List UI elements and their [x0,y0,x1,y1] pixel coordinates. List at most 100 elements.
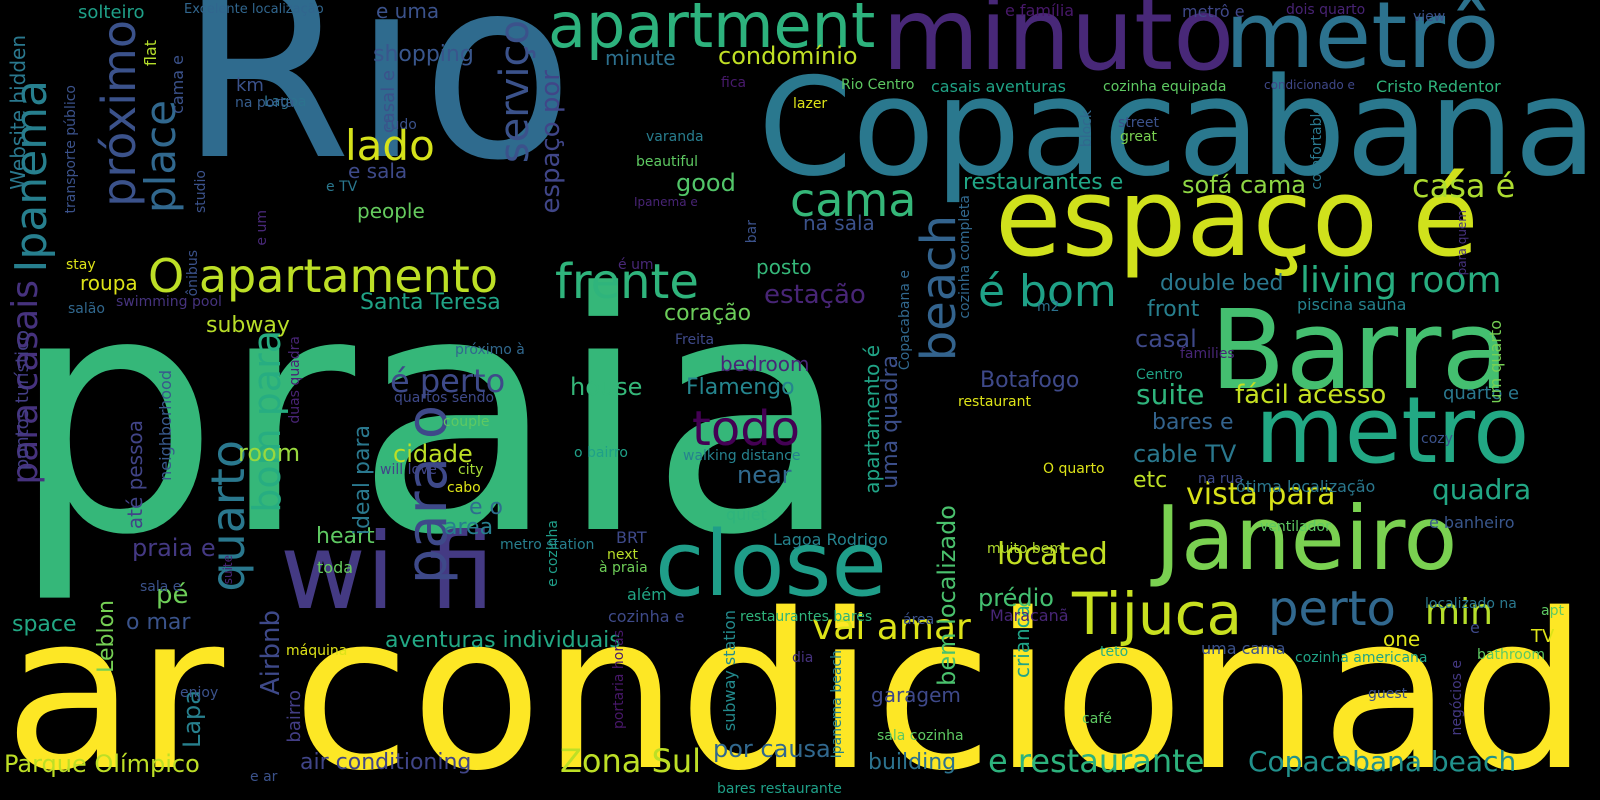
cloud-word: quartos sendo [394,390,495,406]
cloud-word: sala cozinha [877,728,964,744]
cloud-word: é um [618,257,654,273]
cloud-word: beautiful [636,154,699,170]
cloud-word: metro station [500,537,595,553]
cloud-word: casais aventuras [931,77,1066,96]
cloud-word: é bom [978,266,1117,317]
cloud-word: suite [221,555,235,585]
cloud-word: apartamento é [860,345,884,494]
cloud-word: Tijuca [1072,580,1243,648]
cloud-word: minute [605,46,676,70]
cloud-word: praia [10,223,852,607]
cloud-word: varanda [646,129,704,145]
cloud-word: casal e [378,70,399,134]
cloud-word: ótima localização [1236,477,1376,496]
cloud-word: máquina [286,643,348,659]
cloud-word: Janeiro [1155,487,1458,590]
cloud-word: teto [1100,644,1129,660]
cloud-word: cama [790,173,917,227]
cloud-word: enjoy [180,685,219,701]
cloud-word: near [737,461,792,489]
cloud-word: O apartamento [148,249,498,303]
cloud-word: Copacabana [758,49,1597,206]
cloud-word: studio [193,170,209,213]
cloud-word: subway [206,313,290,338]
cloud-word: wi fi [280,511,495,633]
cloud-word: Barra [1210,286,1509,414]
cloud-word: perto [1268,581,1396,637]
cloud-word: cozinha e [608,607,685,626]
cloud-word: Flamengo [686,375,795,400]
cloud-word: bem localizado [933,505,961,686]
cloud-word: Maracanã [990,606,1069,625]
cloud-word: swimming pool [116,294,222,310]
cloud-word: piscina sauna [1297,295,1407,314]
cloud-word: e cozinha [545,520,561,587]
cloud-word: restaurantes e [963,170,1124,195]
cloud-word: restaurant [958,394,1031,410]
cloud-word: dois quarto [1286,2,1366,18]
cloud-word: próximo à [455,342,525,358]
cloud-word: Rio Centro [841,77,915,93]
cloud-word: flat [141,40,160,67]
cloud-word: solteiro [78,2,145,23]
cloud-word: city [458,462,484,478]
cloud-word: guest [1368,686,1408,702]
cloud-word: bar [744,220,760,244]
cloud-word: todo [692,401,801,457]
cloud-word: Zona Sul [560,742,702,780]
cloud-word: cidade [393,440,473,468]
cloud-word: room [238,439,301,467]
cloud-word: toda [317,558,354,577]
cloud-word: located [997,537,1108,572]
cloud-word: O quarto [1043,461,1105,477]
cloud-word: coração [664,301,752,326]
cloud-word: Rio [178,0,575,215]
cloud-word: um quarto [1486,320,1505,404]
cloud-word: block [1079,110,1095,148]
cloud-word: Lagoa Rodrigo [773,530,888,549]
cloud-word: na porta [235,95,295,111]
cloud-word: cozinha completa [957,195,973,319]
cloud-word: café [1082,711,1112,727]
cloud-word: close [655,512,887,617]
cloud-word: Leblon [94,600,119,673]
cloud-word: para quem [1455,210,1469,276]
cloud-word: além [627,585,667,604]
cloud-word: subway station [720,610,739,732]
cloud-word: good [676,169,736,197]
cloud-word: etc [1133,468,1168,493]
cloud-word: vai amar [812,607,971,648]
cloud-word: ônibus [185,250,201,297]
cloud-word: metrô e [1182,2,1245,21]
cloud-word: cozinha equipada [1103,79,1227,95]
cloud-word: comfortable [1309,105,1325,190]
cloud-word: Website hidden [6,35,30,190]
cloud-word: people [357,199,425,223]
cloud-word: o mar [126,610,191,635]
cloud-word: fica [721,75,747,91]
cloud-word: e o [469,495,503,520]
cloud-word: bares restaurante [717,781,842,797]
cloud-word: Ipanema e [634,195,698,209]
cloud-word: pé [156,580,189,610]
cloud-word: next [607,547,639,563]
cloud-word: roupa [80,271,138,295]
cloud-word: living room [1300,260,1502,301]
cloud-word: one [1383,627,1421,651]
cloud-word: e sala [348,159,408,183]
cloud-word: Centro [1136,367,1183,383]
cloud-word: o bairro [574,445,628,461]
cloud-word: bairro [284,690,305,743]
cloud-word: bathroom [1477,647,1546,663]
cloud-word: prédio [978,584,1054,612]
cloud-word: m2 [1037,299,1060,315]
cloud-word: quadra [1432,473,1532,506]
cloud-word: por causa [713,735,831,763]
cloud-word: cable TV [1133,440,1237,468]
cloud-word: pontos turístico [12,330,33,471]
cloud-word: e restaurante [988,742,1205,780]
cloud-word: will love [380,462,437,478]
cloud-word: stay [66,257,96,273]
cloud-word: e TV [326,179,358,195]
cloud-word: localizado na [1425,596,1517,612]
